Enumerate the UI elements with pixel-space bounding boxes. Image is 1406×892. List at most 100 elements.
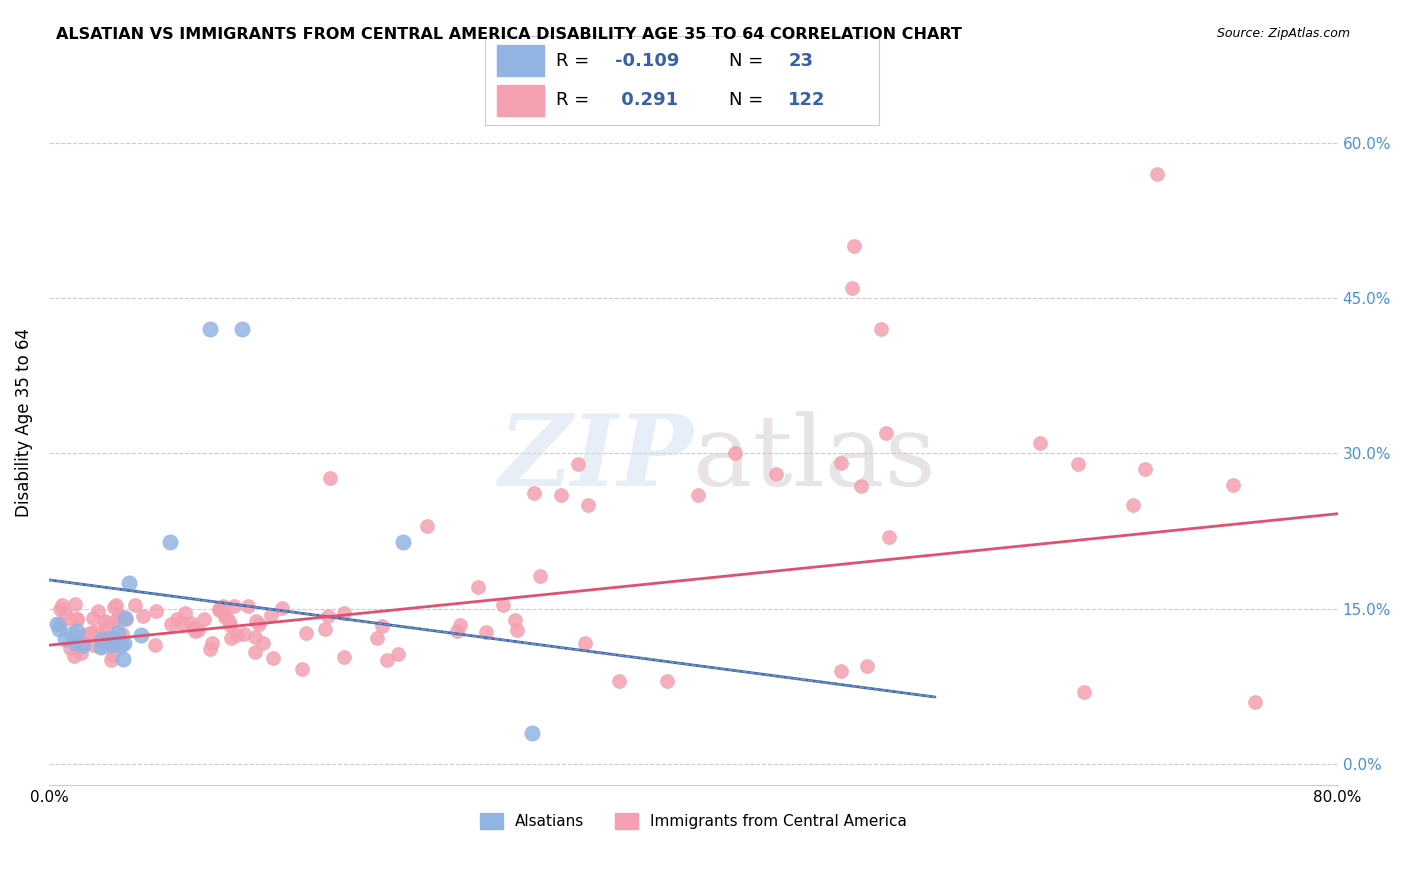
Point bbox=[63, 636, 86, 650]
Point bbox=[66, 612, 89, 626]
Point bbox=[260, 608, 283, 623]
Point bbox=[1029, 436, 1052, 450]
Point bbox=[69, 639, 91, 653]
Point bbox=[831, 664, 853, 678]
Point bbox=[1133, 462, 1156, 476]
Point bbox=[503, 613, 526, 627]
Point bbox=[96, 620, 118, 634]
Point bbox=[108, 608, 131, 623]
Point bbox=[314, 622, 336, 636]
Point bbox=[70, 647, 93, 661]
Point bbox=[366, 631, 388, 645]
Point bbox=[184, 624, 207, 639]
Point bbox=[243, 645, 266, 659]
Point bbox=[333, 650, 356, 665]
Point bbox=[65, 631, 87, 645]
Point bbox=[200, 642, 222, 657]
Point bbox=[222, 599, 245, 614]
Point bbox=[80, 625, 103, 640]
Y-axis label: Disability Age 35 to 64: Disability Age 35 to 64 bbox=[15, 328, 32, 516]
Point bbox=[446, 624, 468, 638]
Point bbox=[252, 636, 274, 650]
Text: R =: R = bbox=[555, 52, 595, 70]
Point bbox=[506, 623, 529, 637]
Point bbox=[48, 601, 70, 615]
Point bbox=[79, 626, 101, 640]
Point bbox=[467, 580, 489, 594]
Point bbox=[841, 280, 863, 294]
Point bbox=[101, 615, 124, 629]
Point bbox=[262, 651, 284, 665]
Point bbox=[87, 604, 110, 618]
Point bbox=[115, 612, 138, 626]
Point bbox=[765, 467, 787, 482]
Text: N =: N = bbox=[730, 52, 769, 70]
Point bbox=[578, 498, 600, 512]
Point bbox=[131, 628, 153, 642]
Point bbox=[72, 638, 94, 652]
Point bbox=[73, 628, 96, 642]
Point bbox=[63, 649, 86, 664]
Point bbox=[607, 674, 630, 689]
Point bbox=[91, 626, 114, 640]
Point bbox=[59, 640, 82, 655]
Point bbox=[65, 612, 87, 626]
Point bbox=[215, 609, 238, 624]
Point bbox=[48, 617, 70, 632]
Text: R =: R = bbox=[555, 91, 595, 109]
Point bbox=[112, 651, 135, 665]
Point bbox=[208, 602, 231, 616]
Point bbox=[219, 618, 242, 632]
Point bbox=[103, 599, 125, 614]
Text: atlas: atlas bbox=[693, 410, 936, 507]
Point bbox=[65, 597, 87, 611]
Point bbox=[160, 616, 183, 631]
Text: 122: 122 bbox=[789, 91, 825, 109]
Point bbox=[193, 612, 215, 626]
Point bbox=[657, 674, 679, 689]
Text: N =: N = bbox=[730, 91, 769, 109]
Point bbox=[124, 598, 146, 612]
Point bbox=[101, 648, 124, 662]
Point bbox=[66, 624, 89, 638]
Point bbox=[166, 612, 188, 626]
Point bbox=[333, 607, 356, 621]
Point bbox=[1244, 695, 1267, 709]
Text: 23: 23 bbox=[789, 52, 813, 70]
Text: ALSATIAN VS IMMIGRANTS FROM CENTRAL AMERICA DISABILITY AGE 35 TO 64 CORRELATION : ALSATIAN VS IMMIGRANTS FROM CENTRAL AMER… bbox=[56, 27, 962, 42]
Point bbox=[107, 625, 129, 640]
Point bbox=[83, 629, 105, 643]
Text: ZIP: ZIP bbox=[498, 410, 693, 507]
Point bbox=[181, 621, 204, 635]
Point bbox=[270, 601, 292, 615]
Point bbox=[869, 322, 891, 336]
Point bbox=[187, 624, 209, 638]
Point bbox=[688, 488, 710, 502]
Point bbox=[60, 627, 83, 641]
Point bbox=[842, 239, 865, 253]
Point bbox=[96, 632, 118, 646]
Point bbox=[319, 471, 342, 485]
Point bbox=[143, 638, 166, 652]
Point bbox=[214, 610, 236, 624]
Point bbox=[492, 599, 515, 613]
Point bbox=[145, 604, 167, 618]
Point bbox=[111, 627, 134, 641]
Point bbox=[105, 599, 128, 613]
Point bbox=[1067, 457, 1090, 471]
Point bbox=[522, 726, 544, 740]
Point bbox=[112, 636, 135, 650]
Point bbox=[90, 640, 112, 654]
Point bbox=[103, 639, 125, 653]
Point bbox=[1122, 498, 1144, 512]
Point bbox=[475, 625, 498, 640]
Point bbox=[180, 616, 202, 631]
Point bbox=[198, 322, 221, 336]
Point bbox=[574, 636, 596, 650]
Point bbox=[1073, 685, 1095, 699]
Point bbox=[529, 568, 551, 582]
Point bbox=[1222, 477, 1244, 491]
Point bbox=[225, 628, 247, 642]
Point bbox=[523, 486, 546, 500]
Point bbox=[159, 534, 181, 549]
